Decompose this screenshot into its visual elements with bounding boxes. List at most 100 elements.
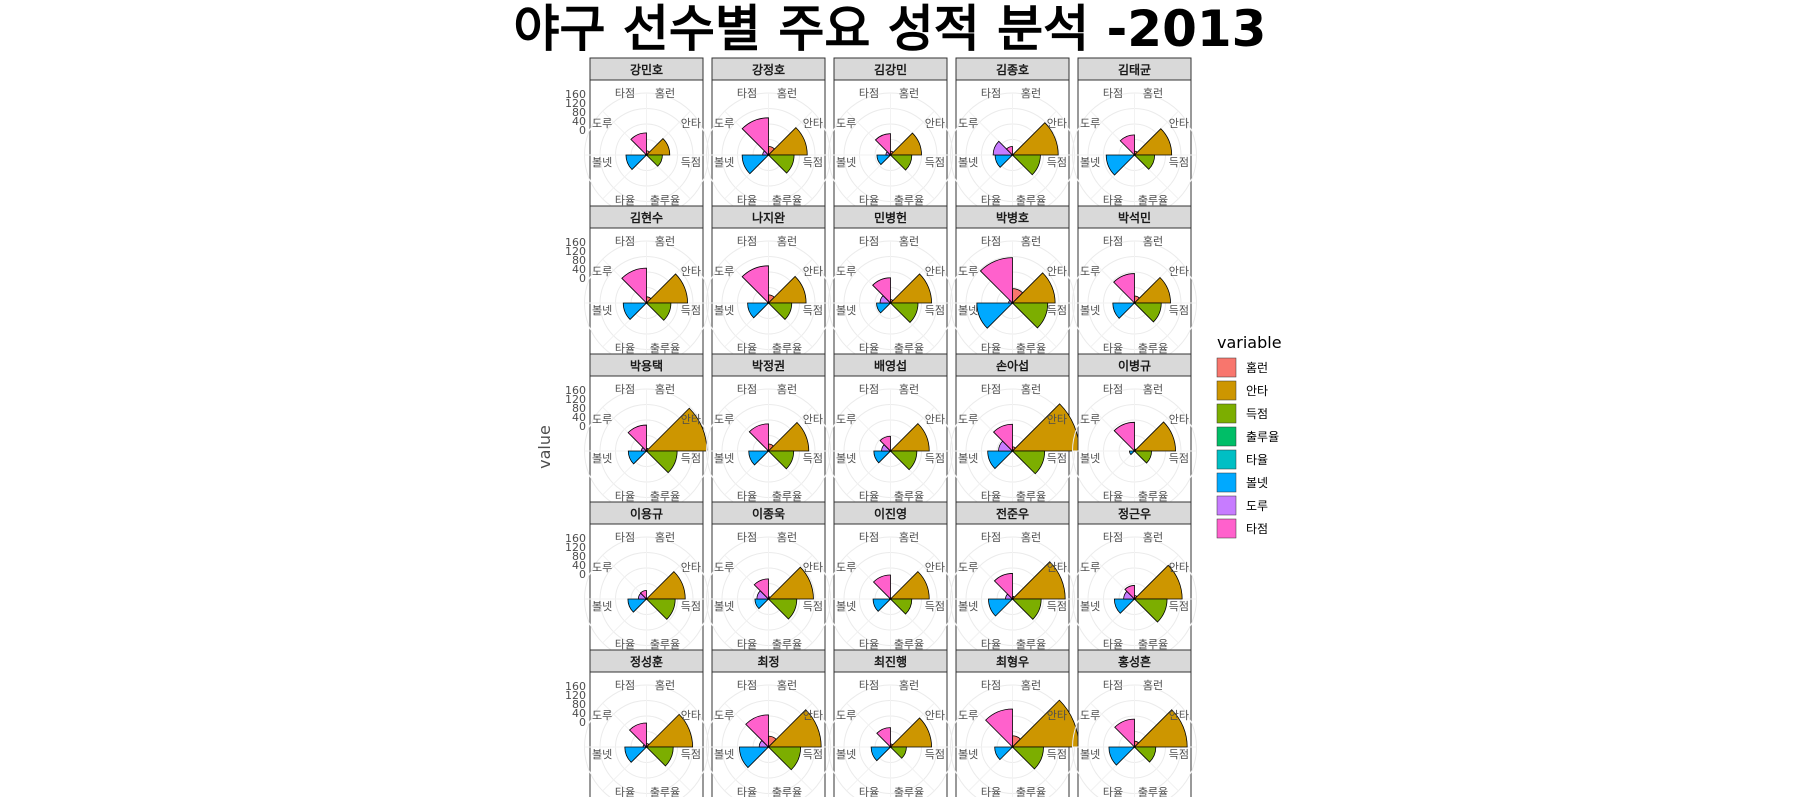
category-axis-label: 타율	[737, 786, 757, 797]
polar-bar-wedge	[889, 717, 932, 748]
polar-bar-wedge	[645, 137, 671, 156]
category-axis-label: 도루	[592, 413, 612, 426]
category-axis-label: 출루율	[1138, 194, 1168, 207]
category-axis-label: 볼넷	[1080, 304, 1100, 317]
category-axis-label: 타점	[1103, 383, 1123, 396]
polar-bar-wedge	[1005, 146, 1013, 156]
facet-strip-label: 전준우	[996, 506, 1029, 521]
polar-bar-wedge	[1113, 273, 1135, 304]
category-axis-label: 타점	[1103, 531, 1123, 544]
category-axis-label: 홈런	[899, 678, 919, 692]
category-axis-label: 홈런	[1143, 382, 1163, 396]
polar-bar-wedge	[754, 598, 770, 610]
polar-bar-wedge	[872, 574, 891, 600]
category-axis-label: 홈런	[1021, 530, 1041, 544]
polar-bar-wedge	[993, 423, 1013, 452]
polar-bar-wedge	[767, 566, 814, 600]
category-axis-label: 볼넷	[1080, 600, 1100, 613]
category-axis-label: 도루	[958, 265, 978, 278]
category-axis-label: 타점	[737, 679, 757, 692]
y-tick-label: 40	[572, 707, 586, 720]
category-axis-label: 홈런	[777, 234, 797, 248]
polar-bar-wedge	[889, 423, 930, 452]
facet-strip-label: 김태균	[1118, 62, 1151, 77]
polar-bar-wedge	[993, 573, 1013, 600]
category-axis-label: 타점	[981, 235, 1001, 248]
polar-bar-wedge	[767, 154, 795, 174]
category-axis-label: 타율	[615, 638, 635, 651]
legend-key	[1216, 472, 1237, 493]
facet-strip-label: 이종욱	[752, 506, 785, 521]
polar-bar-wedge	[988, 598, 1014, 617]
category-axis-label: 볼넷	[1080, 748, 1100, 761]
category-axis-label: 출루율	[772, 786, 802, 797]
category-axis-label: 득점	[681, 600, 701, 613]
legend-key	[1216, 495, 1237, 516]
polar-bar-wedge	[1133, 421, 1176, 452]
category-axis-label: 볼넷	[714, 452, 734, 465]
category-axis-label: 득점	[1047, 304, 1067, 317]
category-axis-label: 볼넷	[592, 600, 612, 613]
legend-label: 득점	[1246, 407, 1268, 421]
category-axis-label: 안타	[1047, 709, 1067, 722]
category-axis-label: 안타	[1047, 265, 1067, 278]
facet-strip-label: 강정호	[752, 62, 785, 77]
category-axis-label: 출루율	[1016, 786, 1046, 797]
category-axis-label: 볼넷	[714, 156, 734, 169]
polar-bar-wedge	[874, 133, 891, 156]
polar-bar-wedge	[622, 302, 648, 321]
polar-bar-wedge	[767, 421, 810, 452]
polar-bar-wedge	[1011, 154, 1041, 176]
category-axis-label: 타점	[615, 383, 635, 396]
category-axis-label: 타점	[1103, 679, 1123, 692]
facet-strip-label: 이용규	[630, 506, 663, 521]
category-axis-label: 득점	[1169, 452, 1189, 465]
polar-bar-wedge	[747, 302, 770, 319]
category-axis-label: 볼넷	[1080, 156, 1100, 169]
polar-bar-wedge	[1133, 302, 1162, 323]
polar-bar-wedge	[889, 746, 907, 759]
category-axis-label: 타점	[981, 383, 1001, 396]
category-axis-label: 안타	[681, 117, 701, 130]
category-axis-label: 도루	[836, 561, 856, 574]
category-axis-label: 안타	[925, 709, 945, 722]
category-axis-label: 타점	[615, 87, 635, 100]
category-axis-label: 타점	[981, 679, 1001, 692]
category-axis-label: 타점	[1103, 235, 1123, 248]
y-tick-label: 80	[572, 550, 586, 563]
y-tick-label: 120	[565, 245, 586, 258]
category-axis-label: 출루율	[650, 490, 680, 503]
category-axis-label: 출루율	[1138, 490, 1168, 503]
category-axis-label: 타점	[737, 235, 757, 248]
polar-bar-wedge	[987, 450, 1014, 470]
category-axis-label: 타율	[1103, 342, 1123, 355]
category-axis-label: 타율	[615, 786, 635, 797]
category-axis-label: 도루	[1080, 117, 1100, 130]
y-tick-label: 0	[579, 272, 586, 285]
category-axis-label: 득점	[925, 748, 945, 761]
category-axis-label: 도루	[836, 265, 856, 278]
polar-bar-wedge	[889, 598, 913, 615]
category-axis-label: 타점	[1103, 87, 1123, 100]
category-axis-label: 타율	[859, 638, 879, 651]
category-axis-label: 출루율	[1138, 786, 1168, 797]
category-axis-label: 득점	[1169, 600, 1189, 613]
category-axis-label: 볼넷	[958, 304, 978, 317]
facet-strip-label: 박용택	[630, 358, 663, 373]
category-axis-label: 홈런	[1021, 234, 1041, 248]
polar-bar-wedge	[767, 746, 802, 771]
polar-bar-wedge	[645, 713, 694, 748]
legend-label: 출루율	[1246, 430, 1279, 444]
category-axis-label: 홈런	[655, 234, 675, 248]
polar-bar-wedge	[1105, 154, 1136, 176]
polar-bar-wedge	[1124, 585, 1135, 600]
category-axis-label: 타율	[859, 342, 879, 355]
